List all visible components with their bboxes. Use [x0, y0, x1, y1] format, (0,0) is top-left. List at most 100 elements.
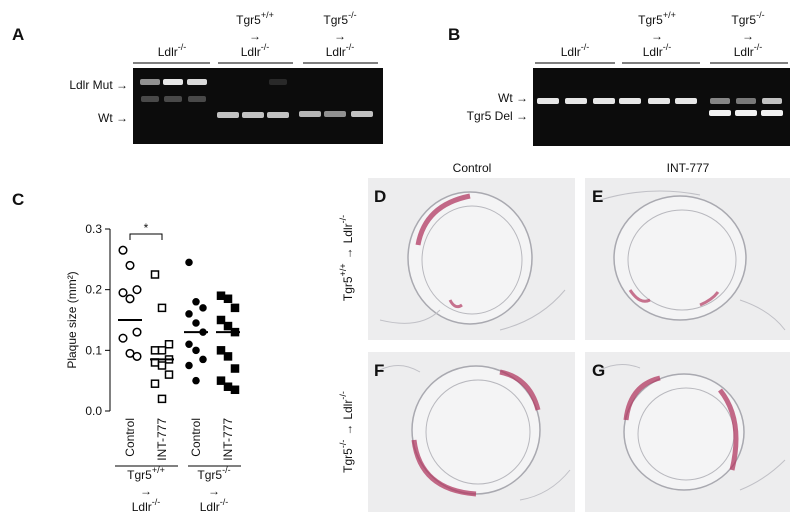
label-sup: +/+ [261, 10, 274, 20]
y-tick-label: 0.0 [85, 404, 102, 418]
data-point [192, 346, 200, 355]
histology-d [368, 178, 575, 340]
arrow-label: → [249, 29, 261, 43]
data-point [132, 285, 142, 295]
label-text: Ldlr [158, 45, 178, 59]
genotype-label: Ldlr-/- [200, 497, 229, 514]
data-point [223, 294, 233, 304]
data-point [216, 291, 226, 300]
gel-band [762, 98, 782, 104]
genotype-label: Tgr5+/+ [127, 465, 165, 482]
panel-letter: B [448, 25, 460, 44]
data-point [118, 245, 128, 255]
gel-band [675, 98, 697, 104]
y-tick-label: 0.2 [85, 283, 102, 297]
row-label: Tgr5+/+ → Ldlr-/- [338, 215, 355, 301]
label-text: Ldlr [643, 45, 663, 59]
label-sup: -/- [346, 42, 355, 52]
gel-band [710, 98, 730, 104]
panel-letter: E [592, 187, 603, 206]
gel-row-label: Tgr5 Del → [467, 109, 528, 123]
panel-letter: G [592, 361, 605, 380]
label-text: Ldlr [326, 45, 346, 59]
data-point [192, 376, 200, 385]
label-sup: +/+ [152, 465, 165, 475]
x-tick-label: Control [189, 418, 203, 457]
genotype-label: Tgr5-/- [731, 10, 764, 27]
label-sup: -/- [754, 42, 763, 52]
data-point [216, 376, 226, 385]
gel-band [141, 96, 159, 102]
gel-band [299, 111, 321, 117]
label-text: Tgr5 [341, 448, 355, 473]
arrow-label: → [140, 484, 152, 498]
gel-band [736, 98, 756, 104]
gel-band [163, 79, 183, 85]
gel-band [593, 98, 615, 104]
column-title: INT-777 [667, 161, 710, 175]
panel-letter: D [374, 187, 386, 206]
histology-g [585, 352, 790, 512]
arrow-label: → [341, 247, 355, 259]
arrow-label: → [208, 484, 220, 498]
label-text: Ldlr [341, 223, 355, 243]
label-text: Ldlr [200, 500, 220, 514]
gel-band [648, 98, 670, 104]
label-sup: +/+ [663, 10, 676, 20]
label-text: Tgr5 [127, 468, 152, 482]
panel-letter: A [12, 25, 24, 44]
gel-b-image [533, 68, 790, 146]
label-text: Tgr5 [323, 13, 348, 27]
label-text: Ldlr [132, 500, 152, 514]
gel-band [242, 112, 264, 118]
gel-band [324, 111, 346, 117]
data-point [118, 333, 128, 343]
y-axis-label: Plaque size (mm²) [65, 271, 79, 368]
data-point [150, 270, 160, 279]
gel-band [565, 98, 587, 104]
histology-e [585, 178, 790, 340]
label-text: Tgr5 [197, 468, 222, 482]
label-sup: -/- [338, 215, 348, 224]
data-point [230, 303, 240, 313]
data-point [223, 382, 233, 391]
data-point [216, 346, 226, 355]
x-tick-label: INT-777 [155, 418, 169, 461]
gel-band [761, 110, 783, 116]
data-point [185, 340, 193, 349]
data-point [157, 361, 167, 370]
data-point [185, 258, 193, 267]
data-point [157, 346, 167, 355]
label-text: Ldlr [341, 400, 355, 420]
label-sup: -/- [348, 10, 357, 20]
histology-f [368, 352, 575, 512]
label-text: Ldlr [734, 45, 754, 59]
genotype-label: Ldlr-/- [561, 42, 590, 59]
label-sup: -/- [261, 42, 270, 52]
label-sup: -/- [338, 391, 348, 400]
data-point [125, 294, 135, 304]
label-sup: -/- [663, 42, 672, 52]
label-text: Ldlr [241, 45, 261, 59]
data-point [185, 361, 193, 370]
data-point [199, 304, 207, 312]
gel-band [188, 96, 206, 102]
gel-band [537, 98, 559, 104]
data-point [125, 260, 135, 270]
significance-label: * [144, 221, 149, 235]
arrow-label: → [341, 424, 355, 436]
label-sup: -/- [581, 42, 590, 52]
gel-band [140, 79, 160, 85]
label-sup: -/- [222, 465, 231, 475]
gel-row-label: Ldlr Mut → [69, 78, 128, 92]
x-tick-label: Control [123, 418, 137, 457]
arrow-label: → [742, 29, 754, 43]
label-text: Tgr5 [638, 13, 663, 27]
gel-band [709, 110, 731, 116]
genotype-label: Ldlr-/- [734, 42, 763, 59]
genotype-label: Ldlr-/- [643, 42, 672, 59]
data-point [132, 327, 142, 337]
data-point [192, 298, 200, 306]
gel-band [267, 112, 289, 118]
genotype-label: Ldlr-/- [326, 42, 355, 59]
